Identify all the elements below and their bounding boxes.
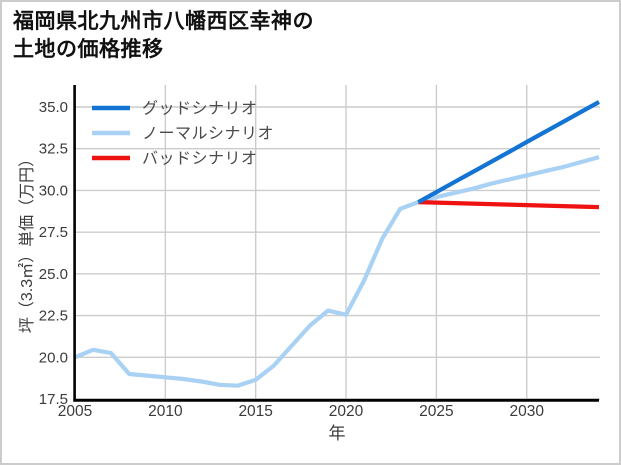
x-tick-label: 2010 [148, 403, 183, 420]
x-tick-label: 2025 [419, 403, 453, 420]
x-tick-label: 2015 [238, 403, 272, 420]
y-tick-label: 27.5 [39, 224, 68, 241]
page-title-line1: 福岡県北九州市八幡西区幸神の [13, 10, 314, 33]
x-tick-label: 2030 [509, 403, 544, 420]
series-line-1 [74, 155, 600, 388]
y-tick-label: 25.0 [39, 266, 68, 283]
page-title-line2: 土地の価格推移 [13, 38, 164, 61]
y-tick-label: 20.0 [39, 349, 68, 366]
page-title: 福岡県北九州市八幡西区幸神の 土地の価格推移 [13, 8, 314, 64]
x-tick-label: 2005 [58, 403, 92, 420]
x-axis-label: 年 [329, 424, 346, 443]
legend-label-1: ノーマルシナリオ [142, 126, 274, 143]
y-tick-label: 22.5 [39, 308, 68, 325]
legend-label-2: バッドシナリオ [142, 151, 258, 168]
legend-label-0: グッドシナリオ [142, 100, 258, 118]
y-tick-label: 32.5 [39, 141, 68, 158]
series-line-2 [418, 200, 600, 210]
y-tick-label: 30.0 [39, 182, 68, 199]
series-line-0 [417, 100, 601, 204]
y-axis-label: 坪（3.3㎡）単価（万円） [18, 151, 36, 333]
y-tick-label: 17.5 [39, 391, 68, 408]
x-tick-label: 2020 [329, 403, 364, 420]
y-tick-label: 35.0 [39, 99, 68, 116]
